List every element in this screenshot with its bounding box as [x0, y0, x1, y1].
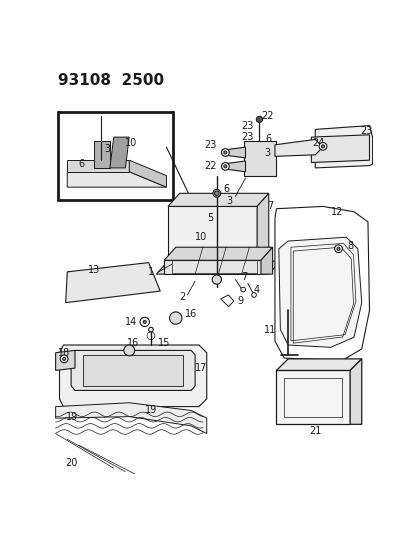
Text: 3: 3 [225, 196, 232, 206]
Circle shape [214, 191, 218, 196]
Text: 23: 23 [241, 132, 254, 142]
Circle shape [143, 320, 146, 324]
Polygon shape [222, 161, 245, 172]
Bar [58, 112, 172, 200]
Text: 11: 11 [263, 325, 276, 335]
Polygon shape [156, 261, 280, 274]
Circle shape [223, 165, 226, 168]
Circle shape [223, 151, 226, 154]
Text: 23: 23 [204, 140, 216, 150]
Text: 93108  2500: 93108 2500 [58, 73, 164, 88]
Circle shape [256, 116, 262, 123]
Text: 18: 18 [58, 348, 70, 358]
Polygon shape [129, 160, 166, 187]
Text: 19: 19 [145, 406, 157, 415]
Text: 16: 16 [127, 338, 139, 348]
Text: 6: 6 [78, 159, 84, 169]
Text: 22: 22 [204, 161, 216, 172]
Bar [276, 370, 349, 424]
Text: 3: 3 [104, 144, 110, 154]
Text: 7: 7 [266, 201, 273, 212]
Text: 6: 6 [265, 134, 271, 144]
Circle shape [212, 275, 221, 284]
Polygon shape [222, 147, 245, 158]
Polygon shape [94, 141, 109, 168]
Circle shape [60, 355, 68, 363]
Polygon shape [278, 237, 361, 348]
Text: 19: 19 [66, 411, 78, 422]
Polygon shape [256, 193, 268, 260]
Polygon shape [67, 160, 129, 172]
Text: 10: 10 [195, 232, 207, 242]
Text: 8: 8 [347, 241, 353, 252]
Polygon shape [55, 350, 75, 370]
Circle shape [123, 345, 134, 356]
Text: 2: 2 [178, 292, 185, 302]
Text: 7: 7 [240, 272, 247, 282]
Text: 17: 17 [195, 363, 207, 373]
Text: 5: 5 [207, 213, 213, 223]
Polygon shape [83, 355, 183, 386]
Bar [284, 378, 342, 417]
Text: 16: 16 [185, 309, 197, 319]
Text: 12: 12 [330, 207, 342, 217]
Circle shape [148, 327, 153, 332]
Polygon shape [274, 140, 322, 156]
Text: 14: 14 [124, 317, 137, 327]
Text: 9: 9 [237, 296, 243, 306]
Circle shape [169, 312, 181, 324]
Circle shape [251, 293, 256, 297]
Bar [168, 206, 256, 260]
Text: 15: 15 [157, 338, 170, 348]
Polygon shape [71, 350, 195, 391]
Bar [164, 260, 260, 274]
Polygon shape [164, 247, 272, 260]
Circle shape [334, 245, 342, 253]
Circle shape [320, 145, 324, 148]
Circle shape [140, 317, 149, 327]
Circle shape [221, 149, 229, 156]
Circle shape [212, 189, 220, 197]
Text: 3: 3 [263, 148, 270, 158]
Circle shape [221, 163, 229, 170]
Text: 6: 6 [223, 184, 229, 193]
Polygon shape [314, 126, 372, 168]
Polygon shape [67, 172, 166, 187]
Text: 20: 20 [66, 458, 78, 468]
Circle shape [336, 247, 339, 251]
Text: 24: 24 [311, 138, 324, 148]
Polygon shape [311, 135, 369, 163]
Polygon shape [274, 206, 369, 360]
Polygon shape [276, 359, 361, 370]
Text: 23: 23 [359, 126, 372, 136]
Text: 13: 13 [88, 265, 100, 276]
Polygon shape [55, 403, 206, 433]
Text: 4: 4 [253, 285, 259, 295]
Polygon shape [260, 247, 272, 274]
Polygon shape [349, 359, 361, 424]
Polygon shape [168, 193, 268, 206]
Text: 21: 21 [309, 426, 320, 436]
Text: 22: 22 [260, 110, 273, 120]
Circle shape [318, 142, 326, 150]
Polygon shape [59, 345, 206, 407]
Text: 23: 23 [241, 120, 254, 131]
Text: 10: 10 [125, 138, 138, 148]
Polygon shape [243, 141, 276, 175]
Polygon shape [66, 263, 160, 303]
Text: 1: 1 [147, 267, 154, 277]
Circle shape [240, 287, 245, 292]
Circle shape [62, 357, 66, 360]
Polygon shape [109, 137, 129, 168]
